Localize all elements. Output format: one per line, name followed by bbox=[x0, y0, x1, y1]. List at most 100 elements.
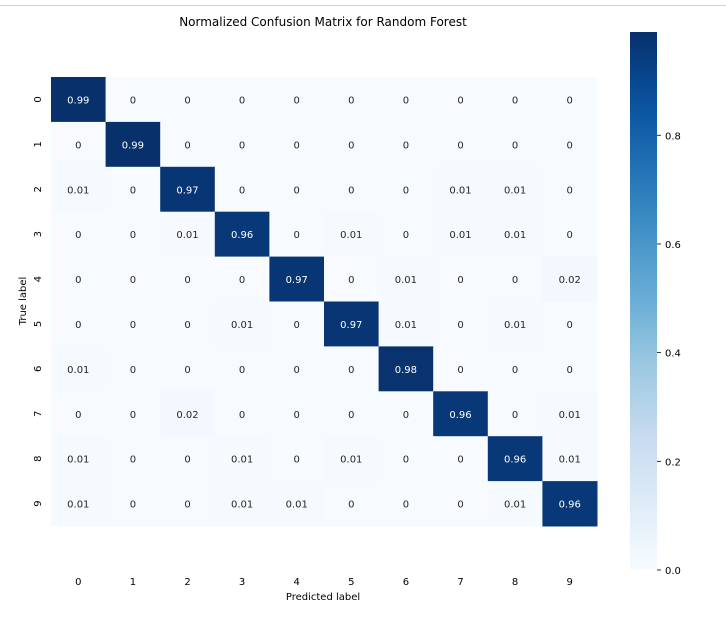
heatmap-cell bbox=[160, 121, 216, 168]
y-tick-label: 5 bbox=[33, 321, 44, 327]
cell-value-label: 0 bbox=[75, 410, 81, 421]
cell-value-label: 0 bbox=[130, 230, 136, 241]
heatmap-cell bbox=[51, 211, 107, 258]
heatmap-cell bbox=[51, 301, 107, 347]
heatmap-cell bbox=[542, 211, 598, 258]
cell-value-label: 0.97 bbox=[176, 185, 198, 196]
cell-value-label: 0 bbox=[403, 185, 409, 196]
cell-value-label: 0 bbox=[512, 365, 518, 376]
heatmap-cell bbox=[433, 436, 489, 482]
heatmap-cell bbox=[542, 77, 598, 123]
heatmap-cell bbox=[214, 77, 270, 123]
heatmap-cell bbox=[378, 301, 434, 347]
cell-value-label: 0 bbox=[130, 365, 136, 376]
cell-value-label: 0.01 bbox=[176, 230, 198, 241]
colorbar-ticks: 0.0 0.2 0.4 0.6 0.8 bbox=[657, 131, 681, 577]
cell-value-label: 0.97 bbox=[340, 320, 362, 331]
cell-value-label: 0.01 bbox=[559, 410, 581, 421]
cell-value-label: 0 bbox=[239, 275, 245, 286]
cell-value-label: 0 bbox=[75, 140, 81, 151]
heatmap-cell bbox=[324, 391, 380, 437]
heatmap-cell bbox=[105, 121, 161, 168]
heatmap-cell bbox=[378, 166, 434, 213]
heatmap-cell bbox=[105, 77, 161, 123]
x-tick-label: 3 bbox=[239, 577, 245, 588]
cell-value-label: 0 bbox=[403, 95, 409, 106]
cell-value-label: 0 bbox=[348, 365, 354, 376]
cell-value-label: 0.01 bbox=[231, 320, 253, 331]
chart-title: Normalized Confusion Matrix for Random F… bbox=[179, 15, 467, 29]
y-tick-labels: 0 1 2 3 4 5 6 7 8 9 bbox=[33, 96, 44, 506]
cell-value-label: 0 bbox=[567, 140, 573, 151]
heatmap-cell bbox=[542, 436, 598, 482]
heatmap-cell bbox=[105, 211, 161, 258]
x-tick-label: 1 bbox=[130, 577, 136, 588]
heatmap-cell bbox=[542, 301, 598, 347]
y-axis-label: True label bbox=[18, 277, 29, 327]
cell-value-label: 0 bbox=[567, 230, 573, 241]
heatmap-cell bbox=[214, 166, 270, 213]
heatmap-cell bbox=[487, 391, 543, 437]
heatmap-cell bbox=[487, 256, 543, 302]
cell-value-label: 0.01 bbox=[504, 230, 526, 241]
cell-value-label: 0.01 bbox=[67, 500, 89, 511]
cell-value-label: 0 bbox=[130, 500, 136, 511]
heatmap-cell bbox=[105, 346, 161, 392]
cell-value-label: 0 bbox=[348, 410, 354, 421]
cell-value-label: 0 bbox=[567, 95, 573, 106]
cell-value-label: 0 bbox=[457, 500, 463, 511]
cell-value-label: 0.01 bbox=[231, 500, 253, 511]
heatmap-cell bbox=[160, 391, 216, 437]
heatmap-cell bbox=[160, 77, 216, 123]
cell-value-label: 0 bbox=[403, 230, 409, 241]
cell-value-label: 0 bbox=[294, 365, 300, 376]
cell-value-label: 0 bbox=[184, 95, 190, 106]
cell-value-label: 0 bbox=[130, 455, 136, 466]
cell-value-label: 0 bbox=[75, 275, 81, 286]
cell-value-label: 0 bbox=[239, 140, 245, 151]
heatmap-cell bbox=[433, 121, 489, 168]
cell-value-label: 0 bbox=[130, 185, 136, 196]
cell-value-label: 0.01 bbox=[340, 455, 362, 466]
cell-value-label: 0 bbox=[457, 140, 463, 151]
cell-value-label: 0.01 bbox=[504, 185, 526, 196]
heatmap-cell bbox=[269, 77, 325, 123]
heatmap-cell bbox=[51, 391, 107, 437]
cell-value-label: 0 bbox=[512, 275, 518, 286]
heatmap-cell bbox=[433, 481, 489, 527]
cell-value-label: 0 bbox=[567, 320, 573, 331]
heatmap-cell bbox=[269, 301, 325, 347]
cell-value-label: 0.01 bbox=[504, 320, 526, 331]
heatmap-cell bbox=[378, 211, 434, 258]
y-tick-label: 3 bbox=[33, 231, 44, 237]
heatmap-cell bbox=[214, 436, 270, 482]
heatmap-cell bbox=[378, 391, 434, 437]
heatmap-cell bbox=[269, 391, 325, 437]
cell-value-label: 0 bbox=[403, 500, 409, 511]
cell-value-label: 0 bbox=[75, 320, 81, 331]
y-tick-label: 9 bbox=[33, 500, 44, 506]
x-tick-label: 9 bbox=[567, 577, 573, 588]
cell-value-label: 0 bbox=[512, 140, 518, 151]
cell-value-label: 0.96 bbox=[449, 410, 471, 421]
heatmap-cell bbox=[487, 166, 543, 213]
heatmap-cell bbox=[269, 436, 325, 482]
heatmap-cell bbox=[487, 211, 543, 258]
heatmap-cell bbox=[160, 301, 216, 347]
heatmap-cell bbox=[160, 211, 216, 258]
heatmap-cell bbox=[214, 211, 270, 258]
heatmap-cell bbox=[487, 77, 543, 123]
cell-value-label: 0 bbox=[130, 320, 136, 331]
heatmap-cell bbox=[433, 256, 489, 302]
cell-value-label: 0.01 bbox=[504, 500, 526, 511]
heatmap-cell bbox=[105, 301, 161, 347]
cell-value-label: 0 bbox=[348, 275, 354, 286]
cell-value-label: 0.01 bbox=[340, 230, 362, 241]
cell-value-label: 0.96 bbox=[559, 500, 581, 511]
heatmap-cell bbox=[542, 481, 598, 527]
heatmap-cell bbox=[105, 391, 161, 437]
cell-value-label: 0 bbox=[348, 185, 354, 196]
heatmap-cell bbox=[51, 166, 107, 213]
cell-value-label: 0 bbox=[239, 185, 245, 196]
